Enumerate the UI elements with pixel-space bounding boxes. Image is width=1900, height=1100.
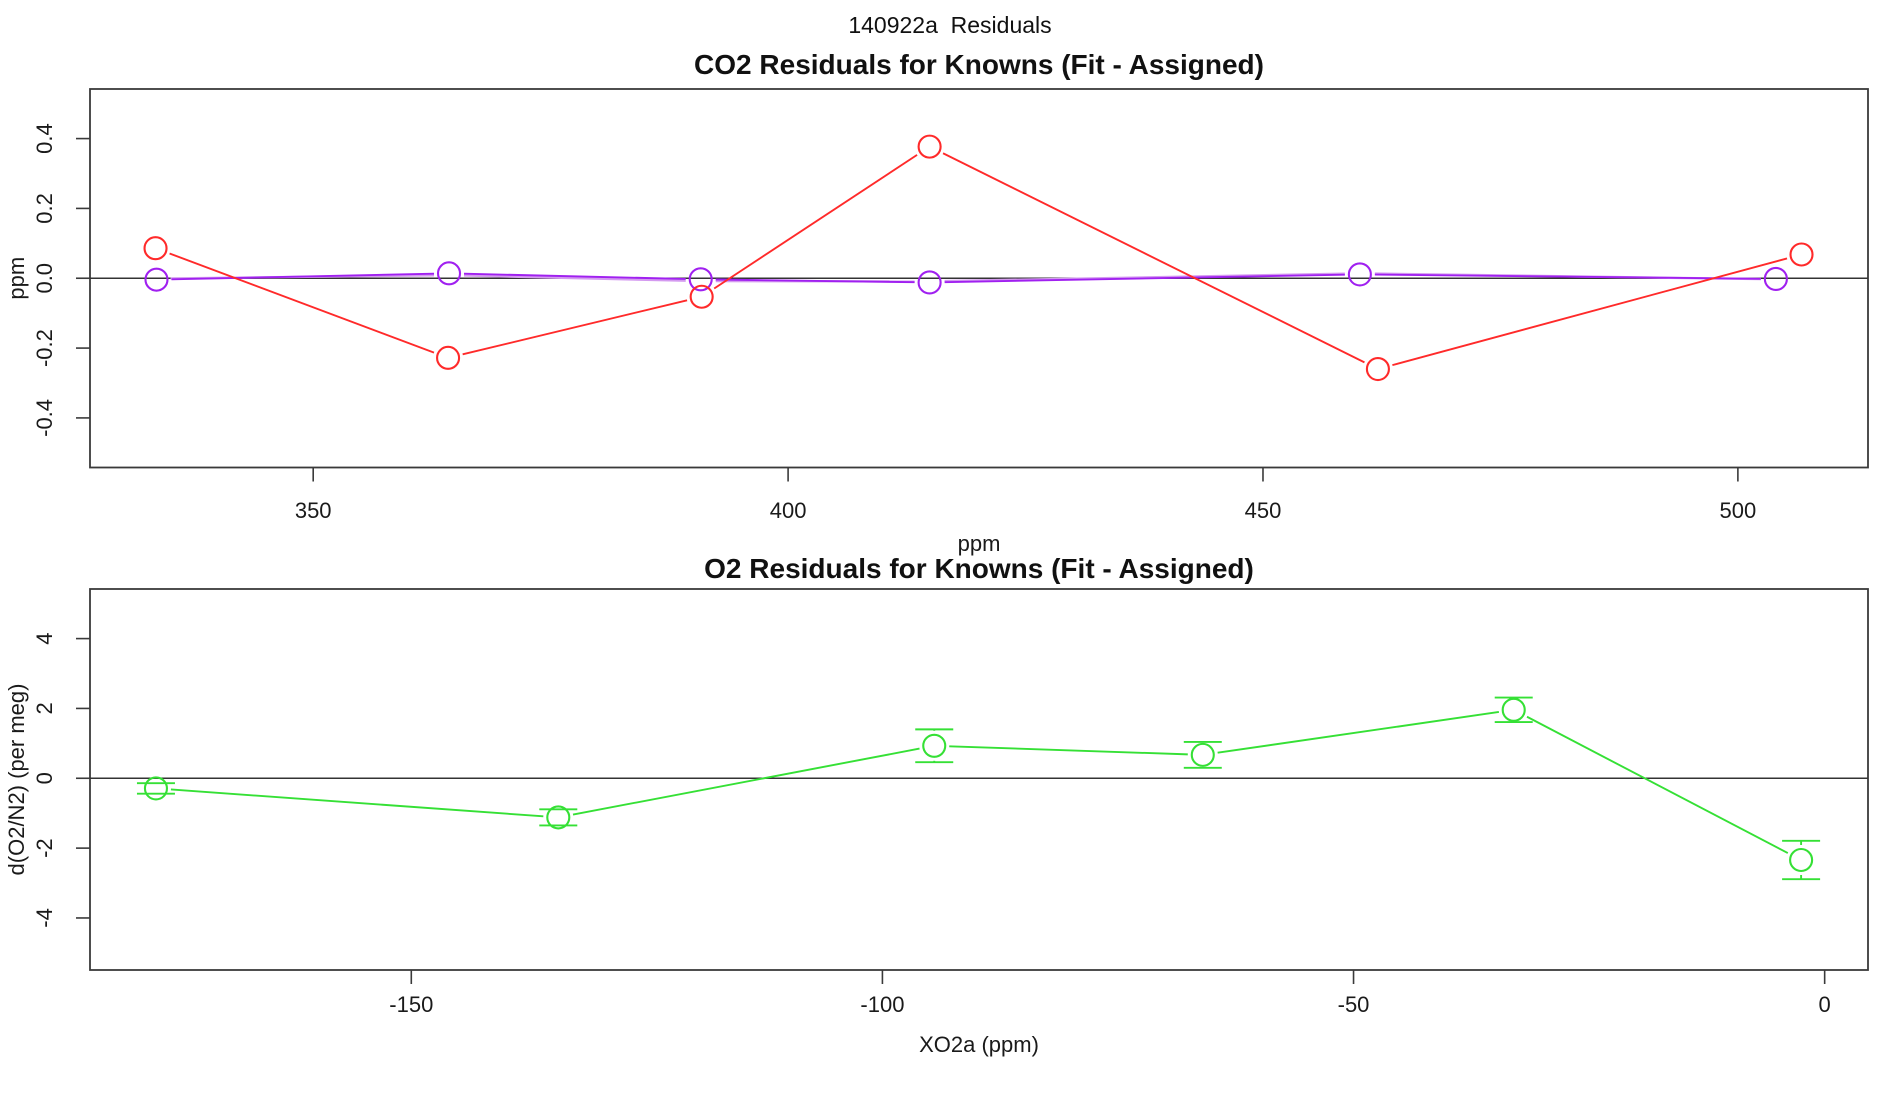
data-point-circle: [917, 134, 942, 159]
figure-main-title: 140922a Residuals: [848, 12, 1051, 38]
x-axis-tick-label: 500: [1720, 498, 1757, 523]
y-axis-tick-label: 0.2: [32, 193, 57, 224]
plot-box: [89, 588, 1869, 971]
series-line-segment: [170, 788, 544, 818]
data-point-circle: [1365, 356, 1390, 382]
error-bar: [915, 728, 954, 764]
data-point-circle: [689, 284, 714, 309]
data-point-circle: [546, 805, 571, 830]
data-point-circle: [436, 261, 462, 286]
error-bar: [1183, 741, 1222, 769]
series-line-segment: [1374, 273, 1761, 280]
y-axis-tick-label: -4: [32, 908, 57, 928]
chart-root: CO2 Residuals for Knowns (Fit - Assigned…: [4, 49, 1869, 1057]
data-point-circle: [436, 345, 461, 370]
y-axis-tick-label: 0.0: [32, 263, 57, 294]
panel-title: O2 Residuals for Knowns (Fit - Assigned): [704, 553, 1254, 584]
x-axis-tick-label: 350: [295, 498, 332, 523]
data-point-circle: [1789, 242, 1814, 267]
data-point-circle: [1347, 262, 1372, 287]
data-point-circle: [143, 776, 169, 801]
series-line-segment: [169, 252, 435, 354]
co2-residuals-panel: CO2 Residuals for Knowns (Fit - Assigned…: [4, 49, 1869, 556]
x-axis-label: XO2a (ppm): [919, 1032, 1039, 1057]
x-axis-tick-label: 400: [770, 498, 807, 523]
x-axis-tick-label: 450: [1245, 498, 1282, 523]
series-line-segment: [949, 745, 1188, 756]
data-point-circle: [917, 270, 942, 295]
data-point-circle: [922, 733, 947, 758]
x-axis-tick-label: 0: [1819, 992, 1831, 1017]
green-o2-series: [136, 696, 1821, 881]
error-bar: [539, 808, 578, 827]
error-bar: [1782, 839, 1821, 881]
x-axis-tick-label: -50: [1338, 992, 1370, 1017]
series-line-segment: [462, 299, 688, 356]
series-line-segment: [944, 272, 1345, 283]
purple-co2-series: [144, 261, 1788, 295]
x-axis-tick-label: -150: [389, 992, 433, 1017]
series-line-segment: [463, 274, 686, 282]
data-point-circle: [1501, 697, 1526, 722]
y-axis-label: ppm: [4, 257, 29, 300]
series-line-segment: [572, 747, 920, 816]
series-line-segment: [944, 273, 1345, 284]
x-axis-tick-label: -100: [860, 992, 904, 1017]
error-bar: [136, 782, 175, 795]
series-line-segment: [171, 272, 435, 281]
y-axis-label: d(O2/N2) (per meg): [4, 684, 29, 876]
series-line-segment: [713, 154, 918, 290]
data-point-circle: [144, 267, 169, 292]
series-line-segment: [1526, 715, 1789, 854]
y-axis-tick-label: 4: [32, 632, 57, 644]
data-point-circle: [688, 267, 713, 292]
series-line-segment: [1392, 257, 1788, 367]
series-line-segment: [1217, 711, 1500, 754]
y-axis-tick-label: -0.4: [32, 399, 57, 437]
series-line-segment: [715, 278, 915, 284]
y-axis-tick-label: -0.2: [32, 329, 57, 367]
data-point-circle: [143, 236, 168, 261]
y-axis-tick-label: 2: [32, 702, 57, 714]
x-axis-label: ppm: [958, 531, 1001, 556]
o2-residuals-panel: O2 Residuals for Knowns (Fit - Assigned)…: [4, 553, 1869, 1057]
series-line-segment: [942, 152, 1365, 364]
error-bar: [1494, 696, 1533, 724]
red-co2-series: [143, 134, 1814, 382]
y-axis-tick-label: 0: [32, 772, 57, 784]
panel-title: CO2 Residuals for Knowns (Fit - Assigned…: [694, 49, 1264, 80]
data-point-circle: [1763, 266, 1788, 291]
data-point-circle: [1190, 742, 1215, 767]
series-line-segment: [463, 272, 686, 280]
y-axis-tick-label: -2: [32, 838, 57, 858]
data-point-circle: [1789, 847, 1814, 873]
y-axis-tick-label: 0.4: [32, 123, 57, 154]
